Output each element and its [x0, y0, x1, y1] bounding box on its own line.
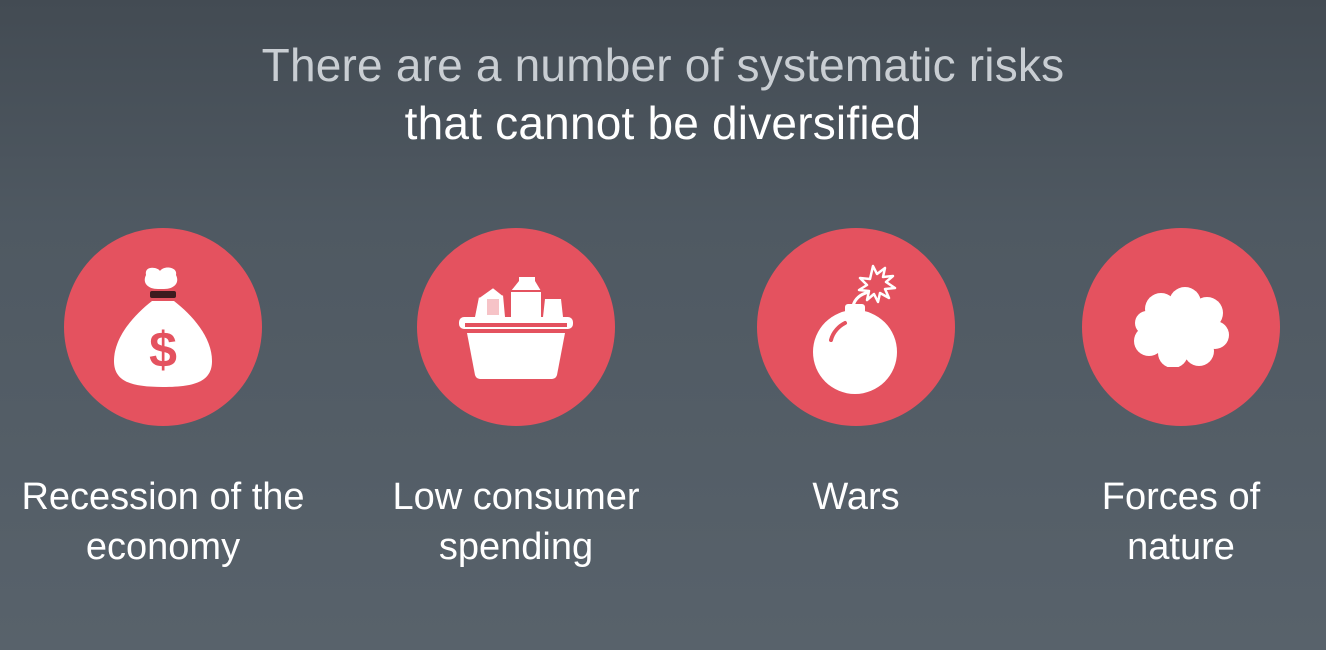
risk-label: Recession of the economy — [21, 476, 305, 568]
slide-title: There are a number of systematic risks t… — [0, 36, 1326, 152]
money-bag-icon: $ — [114, 267, 212, 387]
risk-item-consumer-spending: Low consumer spending — [351, 228, 681, 572]
title-line-2: that cannot be diversified — [404, 97, 922, 149]
title-line-1: There are a number of systematic risks — [261, 39, 1065, 91]
risk-item-forces-of-nature: Forces of nature — [1016, 228, 1326, 572]
risk-icon-circle: $ — [64, 228, 262, 426]
risk-icon-circle — [417, 228, 615, 426]
cloud-icon — [1134, 287, 1229, 367]
risk-icon-circle — [1082, 228, 1280, 426]
risk-icon-circle — [757, 228, 955, 426]
risk-item-wars: Wars — [691, 228, 1021, 522]
risk-label: Wars — [812, 476, 900, 518]
risk-item-recession: $ Recession of the economy — [0, 228, 328, 572]
grocery-basket-icon — [459, 277, 573, 379]
risk-label: Low consumer spending — [392, 476, 640, 568]
risk-label: Forces of nature — [1101, 476, 1261, 568]
bomb-icon — [813, 264, 897, 394]
svg-text:$: $ — [149, 322, 177, 378]
